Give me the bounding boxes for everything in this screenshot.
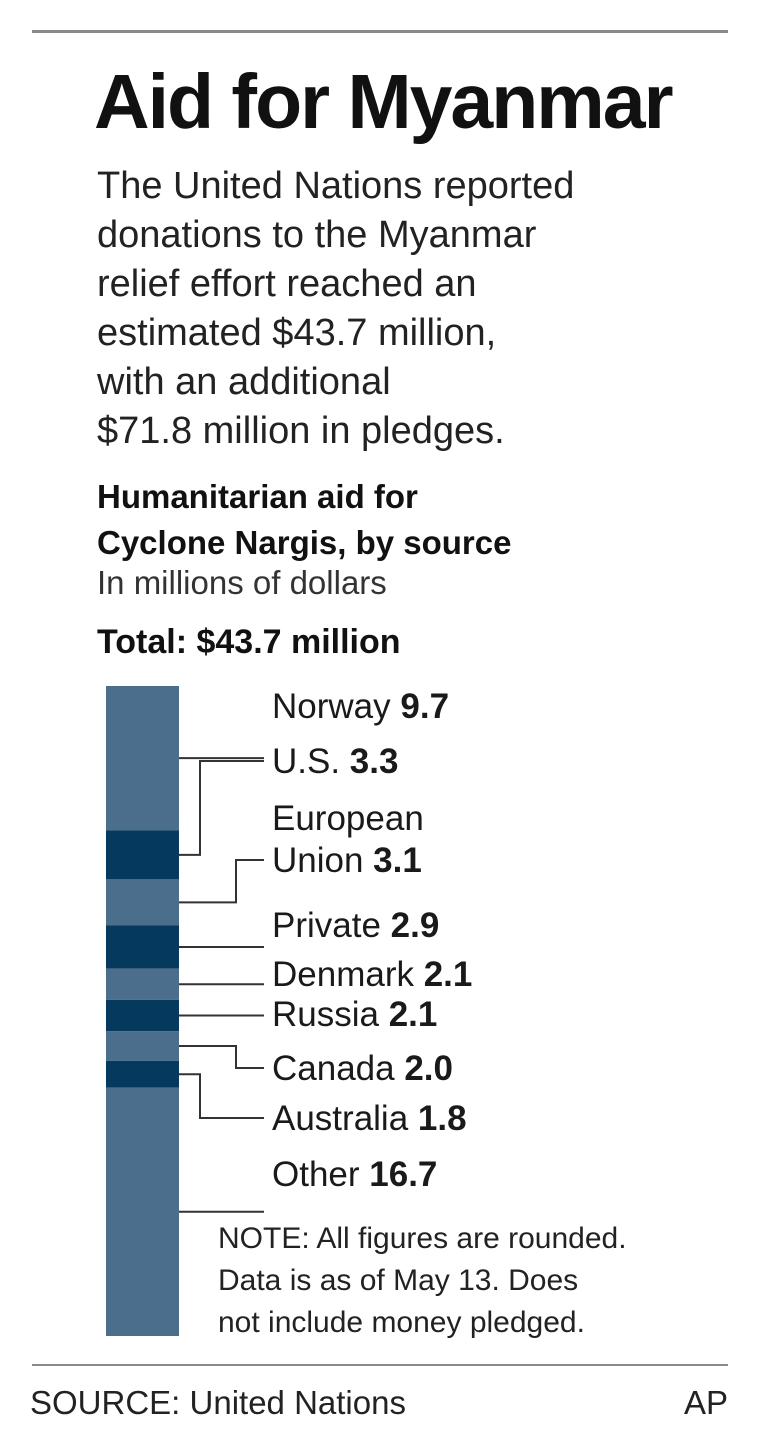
category-label: Norway 9.7: [272, 687, 449, 726]
category-label: Union 3.1: [272, 841, 422, 880]
value-label: 2.1: [389, 995, 438, 1034]
bar-segment-canada: [106, 1031, 179, 1061]
bar-segment-other: [106, 1087, 179, 1336]
bar-segment-australia: [106, 1060, 179, 1088]
value-label: 9.7: [400, 687, 449, 726]
intro-line: relief effort reached an: [97, 263, 477, 305]
leader-line: [179, 1044, 264, 1069]
chart-subtitle: In millions of dollars: [97, 564, 387, 601]
category-label: Australia 1.8: [272, 1099, 467, 1138]
value-label: 1.8: [418, 1099, 467, 1138]
category-label: U.S. 3.3: [272, 742, 398, 781]
intro-line: $71.8 million in pledges.: [97, 410, 505, 452]
value-label: 2.1: [424, 955, 473, 994]
bar-segment-russia: [106, 999, 179, 1032]
chart-title-line: Humanitarian aid for: [97, 478, 418, 515]
value-label: 2.0: [404, 1049, 453, 1088]
intro-text: The United Nations reported donations to…: [97, 162, 717, 456]
leader-line: [179, 1073, 264, 1119]
value-label: 3.1: [373, 841, 422, 880]
leader-line: [179, 760, 264, 856]
category-label: Other 16.7: [272, 1155, 437, 1194]
chart-title-line: Cyclone Nargis, by source: [97, 524, 512, 561]
source-credit: SOURCE: United Nations: [30, 1384, 406, 1421]
note-line: NOTE: All figures are rounded.: [218, 1222, 627, 1255]
category-label: Private 2.9: [272, 906, 439, 945]
category-label: European: [272, 799, 424, 838]
headline: Aid for Myanmar: [94, 59, 674, 145]
top-rule: [32, 30, 728, 33]
intro-line: The United Nations reported: [97, 165, 575, 207]
bar-segment-european-union: [106, 879, 179, 926]
value-label: 3.3: [350, 742, 399, 781]
bar-segment-norway: [106, 686, 179, 831]
chart-total: Total: $43.7 million: [97, 623, 401, 661]
value-label: 16.7: [369, 1155, 437, 1194]
intro-line: donations to the Myanmar: [97, 214, 537, 256]
bar-segment-u-s: [106, 830, 179, 880]
category-label: Canada 2.0: [272, 1049, 453, 1088]
leader-line: [179, 859, 264, 904]
intro-line: estimated $43.7 million,: [97, 312, 497, 354]
bottom-rule: [32, 1364, 728, 1366]
note-line: Data is as of May 13. Does: [218, 1264, 579, 1297]
note-line: not include money pledged.: [218, 1306, 585, 1339]
value-label: 2.9: [391, 906, 440, 945]
chart-note: NOTE: All figures are rounded. Data is a…: [218, 1218, 718, 1344]
bar-segment-private: [106, 925, 179, 969]
agency-credit: AP: [683, 1384, 728, 1421]
chart-title: Humanitarian aid for Cyclone Nargis, by …: [97, 474, 697, 566]
bar-segment-denmark: [106, 968, 179, 1000]
intro-line: with an additional: [97, 361, 391, 403]
category-label: Russia 2.1: [272, 995, 437, 1034]
category-label: Denmark 2.1: [272, 955, 472, 994]
